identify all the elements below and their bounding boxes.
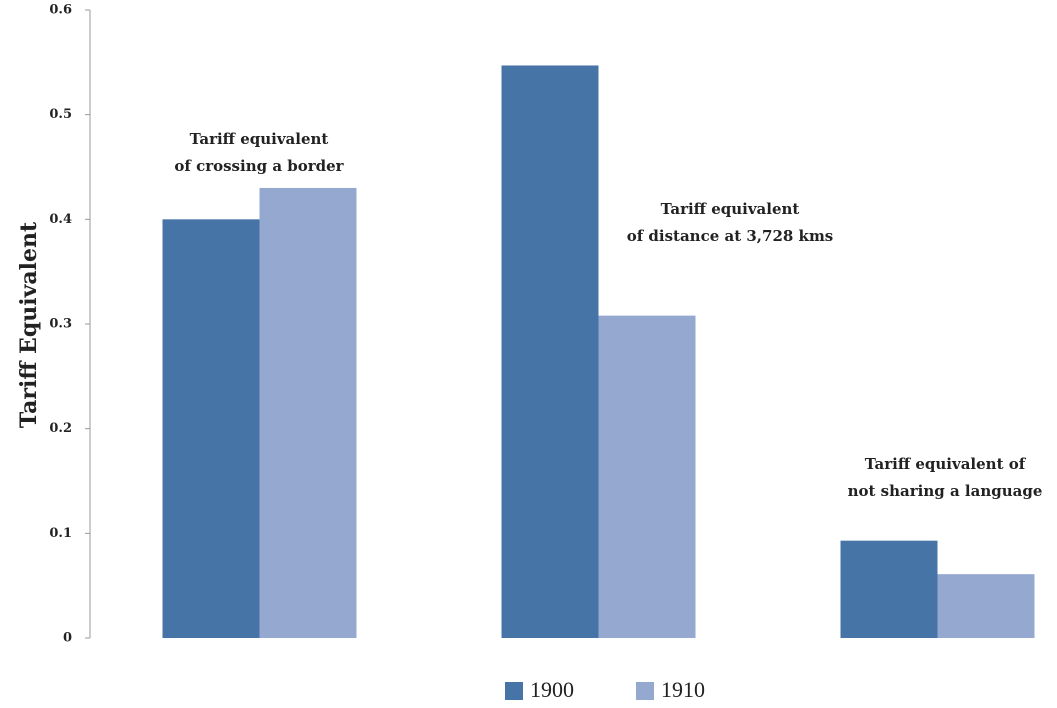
annotation: Tariff equivalent of xyxy=(865,455,1027,473)
bar xyxy=(937,574,1035,638)
annotation: Tariff equivalent xyxy=(661,200,800,218)
annotation: Tariff equivalent xyxy=(190,130,329,148)
bar xyxy=(598,315,696,638)
y-tick-label: 0.1 xyxy=(49,526,72,541)
bar xyxy=(501,65,599,639)
y-tick-label: 0 xyxy=(63,631,72,646)
legend-label: 1900 xyxy=(530,677,574,702)
bar xyxy=(259,187,357,638)
y-tick-label: 0.6 xyxy=(49,3,72,18)
legend-swatch xyxy=(505,682,523,700)
legend-swatch xyxy=(636,682,654,700)
y-tick-label: 0.4 xyxy=(49,212,72,227)
annotation: of distance at 3,728 kms xyxy=(627,227,834,245)
annotation: of crossing a border xyxy=(174,157,344,175)
y-tick-label: 0.5 xyxy=(49,107,72,122)
annotation: not sharing a language xyxy=(848,482,1043,500)
bar xyxy=(162,219,260,639)
bar xyxy=(840,540,938,638)
y-tick-label: 0.3 xyxy=(49,317,72,332)
y-axis-label: Tariff Equivalent xyxy=(16,221,42,428)
legend-label: 1910 xyxy=(661,677,705,702)
y-tick-label: 0.2 xyxy=(49,421,72,436)
